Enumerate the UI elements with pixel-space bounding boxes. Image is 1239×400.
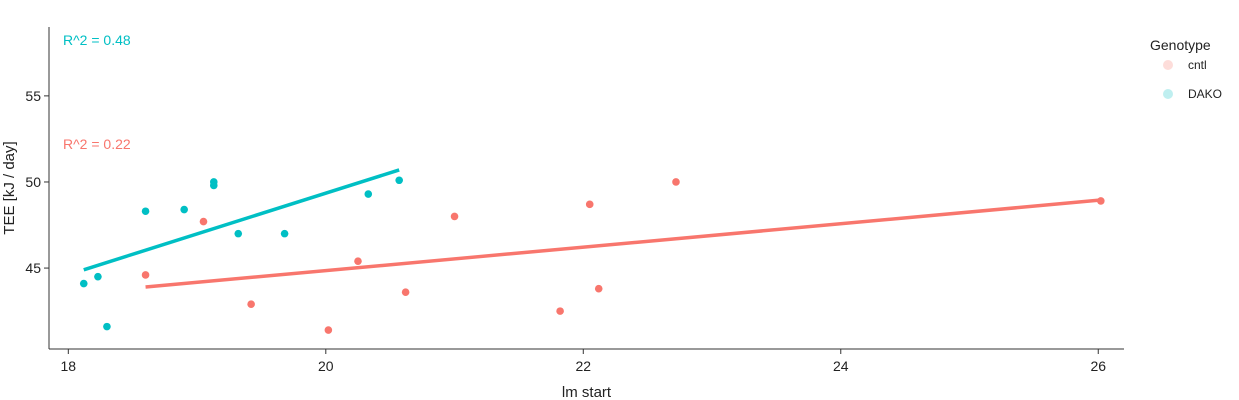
data-point-cntl xyxy=(585,200,594,209)
data-point-dako xyxy=(180,205,188,214)
x-tick-label: 22 xyxy=(575,358,591,374)
axes: 18 20 22 24 26 45 50 55 lm start TEE [kJ / day] xyxy=(1,27,1124,400)
legend-swatch-cntl xyxy=(1163,60,1173,70)
x-tick-label: 18 xyxy=(61,358,77,374)
data-point-cntl xyxy=(401,288,410,296)
data-point-dako xyxy=(94,272,102,281)
x-tick-label: 24 xyxy=(833,358,849,374)
data-point-dako xyxy=(103,322,111,331)
x-axis-title: lm start xyxy=(562,384,612,400)
data-point-cntl xyxy=(594,284,603,293)
data-point-dako xyxy=(280,229,289,238)
data-point-dako xyxy=(209,181,218,190)
x-tick-label: 26 xyxy=(1090,358,1106,374)
y-axis-title: TEE [kJ / day] xyxy=(1,141,18,234)
y-tick-label: 50 xyxy=(25,174,41,190)
data-points xyxy=(79,176,1105,334)
annotations: R^2 = 0.22 R^2 = 0.48 xyxy=(63,32,131,152)
legend-label-dako: DAKO xyxy=(1188,87,1222,101)
r-squared-label-dako: R^2 = 0.48 xyxy=(63,32,131,48)
data-point-cntl xyxy=(672,178,680,186)
y-tick-label: 55 xyxy=(25,88,41,104)
legend-swatch-dako xyxy=(1163,89,1173,99)
data-point-cntl xyxy=(556,307,564,315)
r-squared-label-cntl: R^2 = 0.22 xyxy=(63,136,131,152)
data-point-dako xyxy=(79,279,88,288)
legend: Genotype cntl DAKO xyxy=(1150,37,1222,101)
data-point-dako xyxy=(234,229,243,238)
legend-label-cntl: cntl xyxy=(1188,58,1207,72)
data-point-dako xyxy=(395,176,403,185)
y-tick-label: 45 xyxy=(25,260,41,276)
data-point-cntl xyxy=(354,257,362,265)
data-point-cntl xyxy=(247,300,255,309)
fit-line-dako xyxy=(83,168,400,272)
x-tick-label: 20 xyxy=(318,358,334,374)
data-point-cntl xyxy=(141,271,150,279)
fit-line-cntl xyxy=(145,198,1101,289)
data-point-dako xyxy=(364,190,373,198)
data-point-cntl xyxy=(324,326,333,334)
data-point-cntl xyxy=(450,212,459,221)
legend-title: Genotype xyxy=(1150,37,1211,53)
data-point-cntl xyxy=(1097,197,1105,205)
fit-lines xyxy=(83,168,1101,289)
data-point-cntl xyxy=(199,217,208,226)
data-point-dako xyxy=(141,207,150,216)
